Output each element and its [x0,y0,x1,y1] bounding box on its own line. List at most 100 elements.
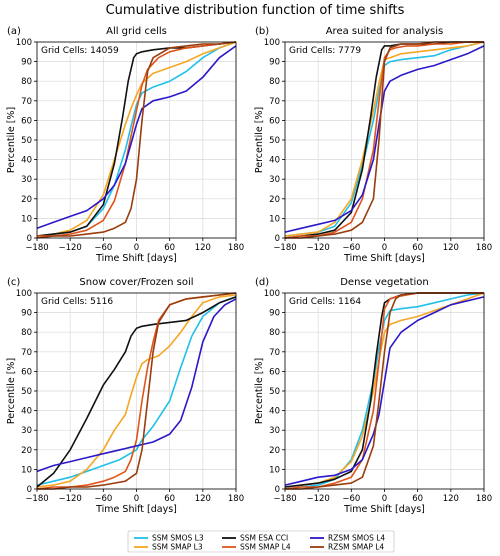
y-tick-label: 60 [269,116,280,126]
legend-item: SSM SMAP L4 [222,543,291,552]
series-line-ssm-smap-l3 [284,41,485,237]
y-tick-label: 10 [21,214,32,224]
panel-label: (d) [255,277,269,288]
grid-cells-text: Grid Cells: 14059 [41,46,119,56]
y-tick-label: 50 [21,136,32,146]
legend-label: RZSM SMOS L4 [328,534,385,543]
panels: −180 −120 −60 0 60 120 180 0 10 20 30 40 50 60 70 80 90 1… [6,26,492,515]
series-line-ssm-smap-l4 [284,41,484,239]
series-line-ssm-smap-l3 [36,41,237,237]
x-axis-label: Time Shift [days] [95,504,177,515]
legend-item: SSM ESA CCI [222,534,288,543]
panel-title: Area suited for analysis [326,26,444,37]
x-tick-label: −120 [306,243,329,253]
x-tick-label: 60 [164,494,175,504]
x-tick-label: 120 [195,243,211,253]
x-tick-label: 0 [382,243,387,253]
y-tick-label: 0 [275,485,280,495]
x-tick-label: −120 [306,494,329,504]
panel-title: All grid cells [106,26,167,37]
y-tick-label: 100 [264,38,280,48]
x-tick-label: −180 [273,494,296,504]
x-tick-label: −180 [25,243,48,253]
y-tick-label: 60 [269,367,280,377]
series-line-ssm-smos-l3 [36,296,237,486]
y-tick-label: 50 [269,136,280,146]
y-tick-label: 60 [21,116,32,126]
y-tick-label: 40 [21,407,32,417]
y-tick-label: 30 [21,426,32,436]
y-tick-label: 20 [21,446,32,456]
x-tick-label: −180 [25,494,48,504]
y-tick-label: 30 [21,175,32,185]
legend-label: SSM ESA CCI [240,534,288,543]
series-line-rzsm-smap-l4 [36,41,237,239]
y-tick-label: 70 [269,348,280,358]
chart-panel-4: −180 −120 −60 0 60 120 180 0 10 20 30 40 50 60 70 80 90 1… [254,277,492,515]
y-tick-label: 70 [21,348,32,358]
y-tick-label: 80 [21,77,32,87]
y-axis-label: Percentile [%] [6,107,17,173]
y-tick-label: 90 [269,309,280,319]
y-tick-label: 50 [21,387,32,397]
grid-cells-text: Grid Cells: 5116 [41,297,113,307]
legend-item: RZSM SMOS L4 [310,534,385,543]
panel-label: (b) [255,26,269,37]
y-tick-label: 30 [269,175,280,185]
y-tick-label: 50 [269,387,280,397]
y-tick-label: 20 [21,195,32,205]
grid-cells-box [39,44,123,56]
legend-item: RZSM SMAP L4 [310,543,384,552]
series-line-rzsm-smos-l4 [284,296,485,486]
y-tick-label: 40 [269,407,280,417]
y-tick-label: 60 [21,367,32,377]
y-tick-label: 100 [16,289,32,299]
chart-panel-2: −180 −120 −60 0 60 120 180 0 10 20 30 40 50 60 70 80 90 1… [254,26,492,264]
x-tick-label: 60 [164,243,175,253]
legend-label: SSM SMAP L4 [240,543,291,552]
y-tick-label: 20 [269,446,280,456]
y-tick-label: 40 [269,156,280,166]
series-line-ssm-smap-l4 [37,41,237,237]
x-tick-label: 180 [228,494,244,504]
y-tick-label: 70 [21,97,32,107]
x-tick-label: −180 [273,243,296,253]
y-tick-label: 90 [21,58,32,68]
y-tick-label: 10 [269,465,280,475]
x-tick-label: 120 [443,243,459,253]
legend-label: SSM SMOS L3 [152,534,204,543]
series-line-rzsm-smos-l4 [36,45,237,229]
grid-cells-text: Grid Cells: 1164 [289,297,361,307]
series-line-ssm-smap-l3 [284,292,485,488]
x-tick-label: 180 [228,243,244,253]
grid-cells-box [287,295,371,307]
grid-cells-box [287,44,371,56]
y-tick-label: 80 [269,328,280,338]
figure-title: Cumulative distribution function of time… [106,3,405,18]
legend-item: SSM SMAP L3 [134,543,203,552]
x-tick-label: −120 [58,243,81,253]
legend-label: RZSM SMAP L4 [328,543,384,552]
x-tick-label: 120 [195,494,211,504]
series-line-ssm-smap-l3 [36,294,237,488]
x-tick-label: 120 [443,494,459,504]
y-tick-label: 30 [269,426,280,436]
y-tick-label: 100 [16,38,32,48]
series-line-rzsm-smap-l4 [37,292,237,490]
legend-label: SSM SMAP L3 [152,543,203,552]
x-tick-label: −60 [94,494,112,504]
x-tick-label: 180 [476,494,492,504]
x-tick-label: 180 [476,243,492,253]
x-tick-label: −60 [342,243,360,253]
panel-label: (c) [7,277,20,288]
y-tick-label: 0 [27,485,32,495]
y-tick-label: 100 [264,289,280,299]
legend-item: SSM SMOS L3 [134,534,204,543]
x-tick-label: 0 [134,243,139,253]
x-axis-label: Time Shift [days] [343,253,425,264]
x-tick-label: 60 [412,243,423,253]
legend-box [127,530,395,553]
x-axis-label: Time Shift [days] [343,504,425,515]
legend: SSM SMOS L3 SSM ESA CCI RZSM SMOS L4 SSM SM… [127,530,395,553]
